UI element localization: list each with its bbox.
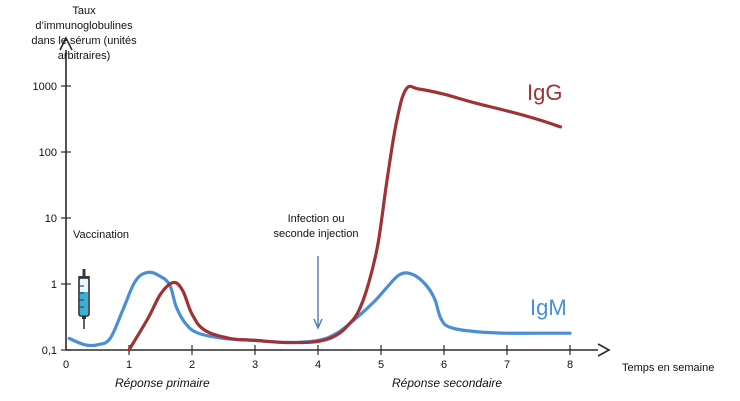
x-tick-label: 6 — [441, 359, 447, 371]
infection-label-line: seconde injection — [273, 228, 359, 240]
primary-response-label: Réponse primaire — [115, 376, 210, 390]
vaccination-label: Vaccination — [73, 229, 130, 241]
ticks: 0 1 2 3 4 5 6 7 8 0,1 1 10 100 1000 — [33, 81, 574, 371]
infection-label: Infection ou seconde injection — [260, 212, 372, 242]
y-tick-label: 1000 — [33, 81, 57, 93]
igm-series-label: IgM — [530, 295, 567, 320]
x-tick-label: 8 — [567, 359, 573, 371]
series-line-igm — [67, 270, 572, 348]
x-tick-label: 3 — [252, 359, 258, 371]
secondary-response-label: Réponse secondaire — [392, 376, 503, 390]
series-line-igg — [127, 84, 563, 352]
y-tick-label: 10 — [45, 213, 57, 225]
syringe-icon — [78, 269, 90, 329]
y-axis-label-line: dans le sérum (unités — [31, 35, 137, 47]
x-axis-arrowhead — [597, 343, 611, 357]
x-tick-label: 2 — [189, 359, 195, 371]
infection-arrowhead — [313, 318, 323, 330]
axes — [59, 36, 611, 357]
x-tick-label: 0 — [63, 359, 69, 371]
x-tick-label: 5 — [378, 359, 384, 371]
x-tick-label: 1 — [126, 359, 132, 371]
annotation-arrows — [313, 256, 323, 330]
y-tick-label: 100 — [39, 147, 57, 159]
y-axis-label-line: arbitraires) — [57, 50, 111, 62]
y-axis-arrowhead — [59, 36, 73, 51]
x-tick-label: 7 — [504, 359, 510, 371]
y-axis-label-line: Taux d’immunoglobulines — [35, 5, 133, 32]
x-tick-label: 4 — [315, 359, 321, 371]
x-axis-label: Temps en semaine — [622, 362, 715, 374]
y-tick-label: 0,1 — [42, 345, 57, 357]
infection-label-line: Infection ou — [287, 213, 345, 225]
y-axis-label: Taux d’immunoglobulines dans le sérum (u… — [24, 4, 144, 64]
series — [67, 84, 572, 352]
y-tick-label: 1 — [51, 279, 57, 291]
igg-series-label: IgG — [527, 80, 563, 105]
